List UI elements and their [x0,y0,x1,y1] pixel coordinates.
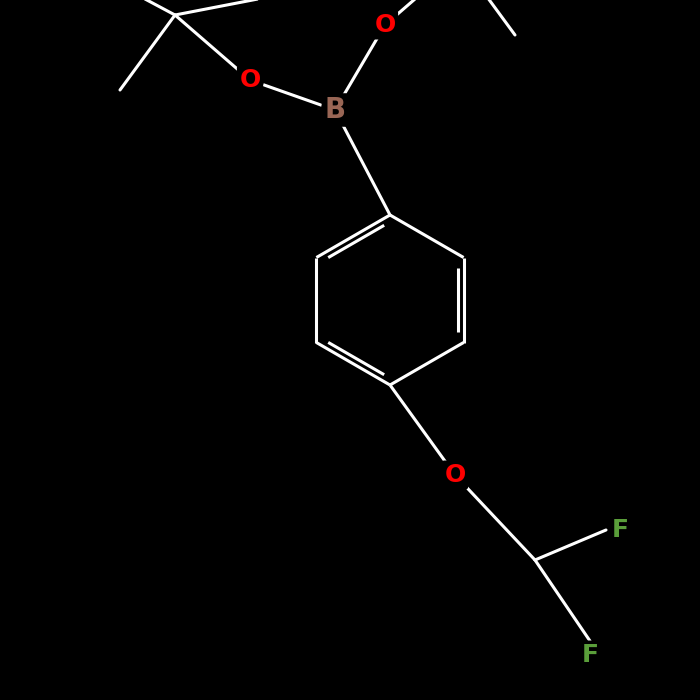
Text: F: F [612,518,629,542]
Text: B: B [324,96,346,124]
Text: F: F [582,643,598,667]
Text: O: O [239,68,260,92]
Text: O: O [374,13,395,37]
Text: O: O [444,463,466,487]
